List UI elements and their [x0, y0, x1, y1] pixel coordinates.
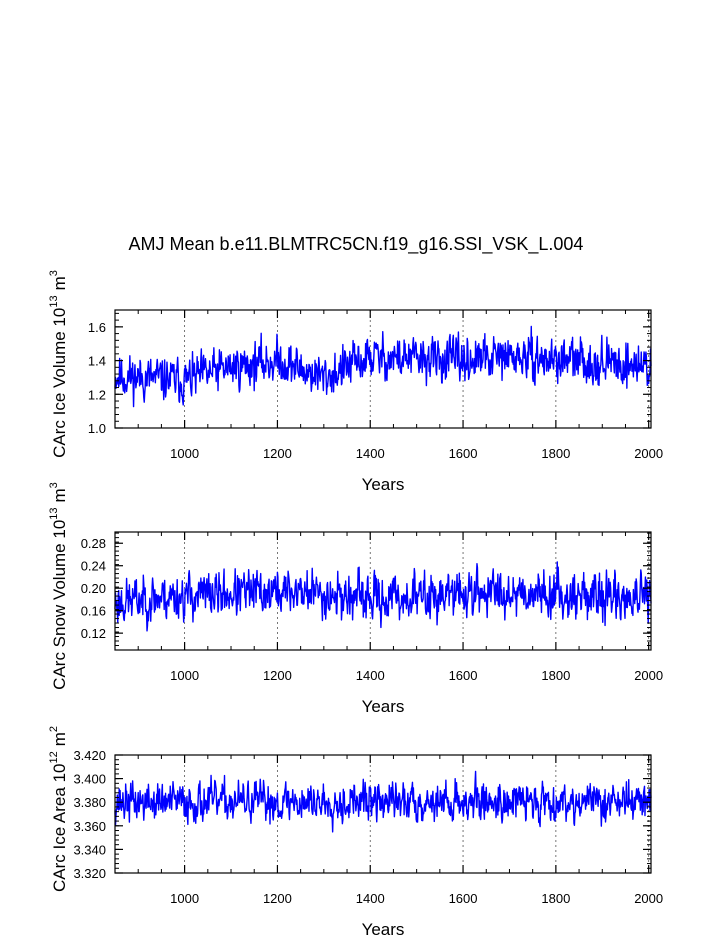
series-line-ice-volume	[114, 325, 652, 408]
y-axis-title-part: 13	[48, 507, 60, 519]
y-axis-title-part: 12	[48, 751, 60, 763]
y-axis-title-part: m	[50, 488, 69, 502]
x-axis-title: Years	[362, 920, 405, 935]
tick-label-y: 1.6	[88, 320, 106, 335]
tick-label-y: 1.2	[88, 387, 106, 402]
tick-label-y: 1.4	[88, 354, 106, 369]
tick-label-x: 2000	[634, 668, 663, 683]
y-axis-title-part: CArc Ice Area 10	[50, 764, 69, 893]
tick-label-y: 0.12	[81, 626, 106, 641]
panel-ice-volume: 1000 1200 1400 1600 1800 2000 1.0 1.2 1.4 1.6 Year…	[48, 270, 663, 494]
tick-label-x: 2000	[634, 446, 663, 461]
y-axis-title: CArc Snow Volume 1013 m3	[48, 482, 69, 690]
plot-frame	[114, 309, 652, 429]
tick-label-x: 1400	[356, 446, 385, 461]
tick-label-x: 1800	[541, 891, 570, 906]
tick-label-x: 1400	[356, 668, 385, 683]
tick-label-x: 1000	[170, 446, 199, 461]
tick-label-x: 1600	[449, 668, 478, 683]
x-axis-title: Years	[362, 475, 405, 494]
tick-label-x: 1200	[263, 446, 292, 461]
tick-label-y: 1.0	[88, 421, 106, 436]
tick-label-y: 3.340	[73, 842, 106, 857]
y-axis-title-part: 13	[48, 295, 60, 307]
tick-label-x: 1200	[263, 891, 292, 906]
tick-label-y: 3.380	[73, 795, 106, 810]
tick-label-x: 1400	[356, 891, 385, 906]
panel-ice-area: 1000 1200 1400 1600 1800 2000 3.320 3.340 3.360 3…	[48, 726, 663, 935]
tick-label-y: 3.400	[73, 772, 106, 787]
tick-label-y: 3.360	[73, 819, 106, 834]
y-axis-title-part: m	[50, 732, 69, 746]
y-axis-title: CArc Ice Area 1012 m2	[48, 726, 69, 892]
tick-label-x: 1600	[449, 446, 478, 461]
tick-label-x: 1800	[541, 668, 570, 683]
tick-label-x: 1600	[449, 891, 478, 906]
y-axis-title-part: 3	[48, 482, 60, 488]
tick-label-y: 0.28	[81, 536, 106, 551]
x-axis-title: Years	[362, 697, 405, 716]
series-line-ice-area	[114, 770, 652, 833]
panels: 1000 1200 1400 1600 1800 2000 1.0 1.2 1.4 1.6 Year…	[48, 270, 663, 935]
y-axis-title-part: CArc Ice Volume 10	[50, 308, 69, 458]
y-axis-title-part: 3	[48, 270, 60, 276]
tick-label-x: 1200	[263, 668, 292, 683]
tick-label-x: 2000	[634, 891, 663, 906]
plot-frame	[114, 754, 652, 874]
tick-label-y: 0.16	[81, 604, 106, 619]
y-axis-title-part: m	[50, 276, 69, 290]
panel-snow-volume: 1000 1200 1400 1600 1800 2000 0.12 0.16 0.20 0.24…	[48, 482, 663, 716]
tick-label-x: 1800	[541, 446, 570, 461]
y-axis-title: CArc Ice Volume 1013 m3	[48, 270, 69, 458]
tick-label-x: 1000	[170, 891, 199, 906]
plot-frame	[114, 531, 652, 651]
tick-label-x: 1000	[170, 668, 199, 683]
tick-label-y: 3.320	[73, 866, 106, 881]
y-axis-title-part: CArc Snow Volume 10	[50, 520, 69, 690]
tick-label-y: 3.420	[73, 748, 106, 763]
series-line-snow-volume	[114, 561, 652, 632]
tick-label-y: 0.20	[81, 581, 106, 596]
chart-title: AMJ Mean b.e11.BLMTRC5CN.f19_g16.SSI_VSK…	[129, 234, 584, 255]
y-axis-title-part: 2	[48, 726, 60, 732]
tick-label-y: 0.24	[81, 559, 106, 574]
